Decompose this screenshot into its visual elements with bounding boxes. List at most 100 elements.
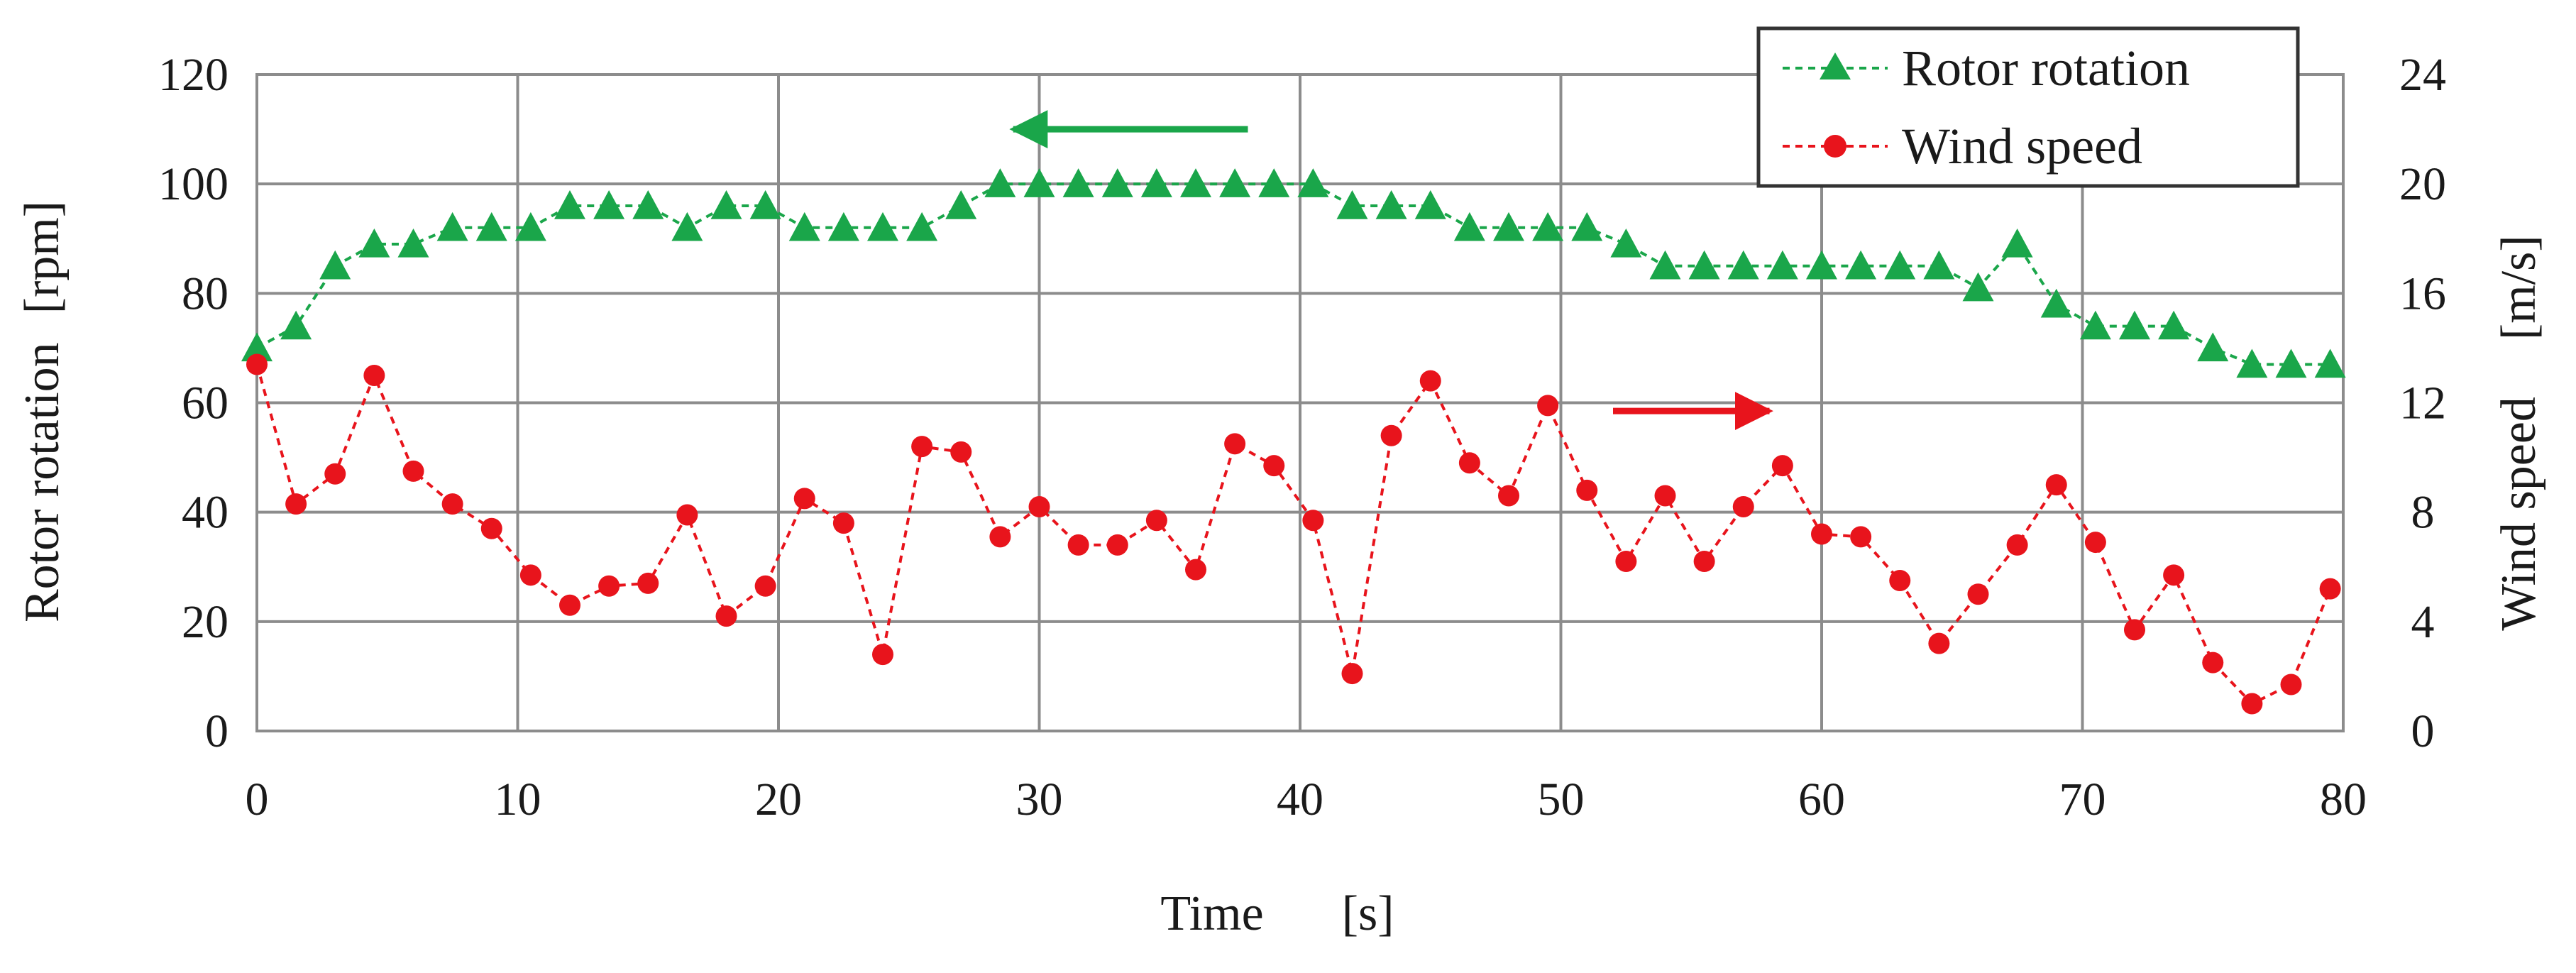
data-point-triangle [671,211,703,241]
data-point-triangle [397,228,429,258]
data-point-triangle [1649,250,1681,280]
data-point-circle [1693,551,1715,573]
data-point-circle [1458,452,1480,474]
data-point-triangle [788,211,820,241]
series-wind-speed [246,353,2341,715]
left-tick-label: 40 [182,487,229,539]
data-point-circle [1106,534,1128,556]
data-point-circle [872,644,893,666]
data-point-circle [1263,455,1285,477]
data-point-circle [1419,370,1441,392]
data-point-circle [989,526,1011,548]
data-point-triangle [1688,250,1720,280]
data-point-triangle [2197,332,2229,362]
data-point-circle [1771,455,1793,477]
left-tick-label: 100 [158,158,229,210]
data-point-triangle [1180,168,1211,197]
x-tick-label: 0 [246,774,269,825]
right-tick-label: 24 [2399,49,2446,101]
data-point-triangle [1140,168,1172,197]
x-tick-label: 20 [755,774,802,825]
data-point-triangle [827,211,859,241]
data-point-triangle [593,190,625,219]
right-axis-title: Wind speed[m/s] [2492,235,2546,630]
x-tick-label: 70 [2059,774,2106,825]
data-point-triangle [1610,228,1642,258]
data-point-triangle [867,211,898,241]
data-point-triangle [1258,168,1290,197]
data-point-triangle [2158,310,2190,340]
data-point-triangle [1101,168,1133,197]
data-point-circle [1224,433,1246,455]
right-tick-label: 16 [2399,268,2446,319]
data-point-triangle [1923,250,1955,280]
data-point-circle [1732,495,1754,517]
legend-marker-wind [1824,135,1846,158]
data-point-circle [911,436,933,458]
plot-area-frame [255,73,2345,732]
data-point-triangle [945,190,977,219]
data-point-circle [1145,510,1167,532]
data-point-circle [676,504,698,526]
data-point-circle [1302,510,1324,532]
data-point-triangle [2275,348,2307,378]
data-point-triangle [1493,211,1524,241]
data-point-triangle [984,168,1016,197]
data-point-circle [2202,652,2224,674]
data-point-triangle [1845,250,1877,280]
x-tick-label: 40 [1277,774,1323,825]
data-point-circle [519,564,541,586]
data-point-circle [1850,526,1872,548]
data-point-triangle [710,190,742,219]
data-point-circle [2163,564,2185,586]
right-tick-label: 4 [2411,596,2435,648]
data-point-circle [832,512,854,534]
left-tick-label: 60 [182,378,229,429]
data-point-triangle [1453,211,1485,241]
left-tick-label: 80 [182,268,229,319]
data-point-triangle [1532,211,1564,241]
data-point-triangle [749,190,781,219]
x-tick-label: 60 [1798,774,1845,825]
data-point-triangle [241,332,273,362]
data-point-triangle [1062,168,1094,197]
right-tick-label: 20 [2399,158,2446,210]
data-point-triangle [632,190,664,219]
data-point-circle [637,572,659,594]
series-rotor-rotation [241,168,2346,378]
data-point-triangle [475,211,507,241]
right-tick-label: 8 [2411,487,2435,539]
data-point-circle [1811,523,1832,545]
data-point-circle [441,493,463,515]
data-point-circle [363,364,385,386]
data-point-circle [2006,534,2028,556]
data-point-triangle [280,310,312,340]
data-point-circle [480,517,502,539]
data-point-triangle [906,211,938,241]
data-point-circle [1889,570,1911,592]
data-point-circle [1028,495,1050,517]
data-point-triangle [1962,272,1994,302]
data-point-triangle [2001,228,2033,258]
data-point-circle [715,605,737,627]
right-tick-label: 0 [2411,705,2435,757]
data-point-circle [402,460,424,482]
data-point-triangle [1375,190,1407,219]
data-point-circle [2280,674,2302,696]
annotation-arrows [1009,110,1773,431]
data-point-triangle [1884,250,1916,280]
right-axis-ticks: 0 4 8 12 16 20 24 [2399,49,2446,757]
left-tick-label: 0 [205,705,229,757]
data-point-circle [754,575,776,597]
data-point-circle [598,575,620,597]
legend-label-wind: Wind speed [1902,118,2142,175]
data-point-circle [324,463,346,485]
x-tick-label: 80 [2320,774,2367,825]
data-point-triangle [1571,211,1603,241]
data-point-circle [1185,559,1206,581]
data-point-circle [1537,395,1559,417]
data-point-triangle [1219,168,1251,197]
right-tick-label: 12 [2399,378,2446,429]
x-axis-ticks: 0 10 20 30 40 50 60 70 80 [246,774,2367,825]
